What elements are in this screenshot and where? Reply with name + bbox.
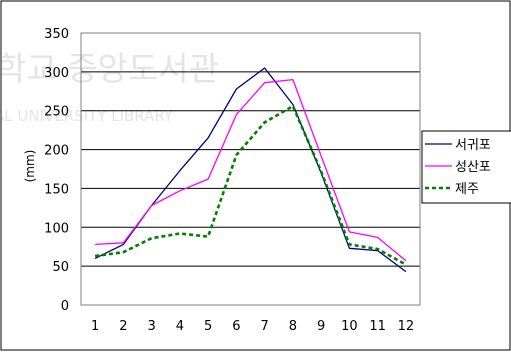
watermark: 학교 중앙도서관 AL UNIVERSITY LIBRARY [0,49,219,125]
legend-label: 성산포 [455,160,491,175]
x-tick-label: 4 [176,319,184,334]
x-tick-label: 1 [91,319,99,334]
x-tick-label: 12 [398,319,415,334]
x-tick-label: 10 [341,319,358,334]
x-tick-label: 5 [204,319,212,334]
plot-area [80,32,421,306]
y-axis-label: (mm) [23,150,37,183]
x-tick-label: 2 [119,319,127,334]
y-tick-label: 50 [52,260,69,275]
x-tick-label: 7 [260,319,268,334]
y-tick-label: 250 [44,105,69,120]
x-tick-label: 6 [232,319,240,334]
y-axis: 0 50 100 150 200 250 300 350 [44,27,69,314]
y-tick-label: 300 [44,66,69,81]
watermark-line1: 학교 중앙도서관 [0,49,219,88]
x-tick-label: 8 [289,319,297,334]
legend-label: 서귀포 [455,138,491,153]
series-line-2 [95,78,407,262]
x-tick-label: 11 [369,319,386,334]
y-tick-label: 150 [44,182,69,197]
legend-label: 제주 [455,182,479,197]
series-lines [94,67,407,273]
y-tick-label: 100 [44,221,69,236]
y-tick-label: 0 [61,299,69,314]
x-tick-label: 9 [317,319,325,334]
x-tick-label: 3 [147,319,155,334]
watermark-line2: AL UNIVERSITY LIBRARY [0,107,174,125]
y-tick-label: 350 [44,27,69,42]
series-line-3 [94,104,407,266]
y-tick-label: 200 [44,144,69,159]
legend-box [421,130,511,204]
x-axis: 1 2 3 4 5 6 7 8 9 10 11 12 [91,319,414,334]
